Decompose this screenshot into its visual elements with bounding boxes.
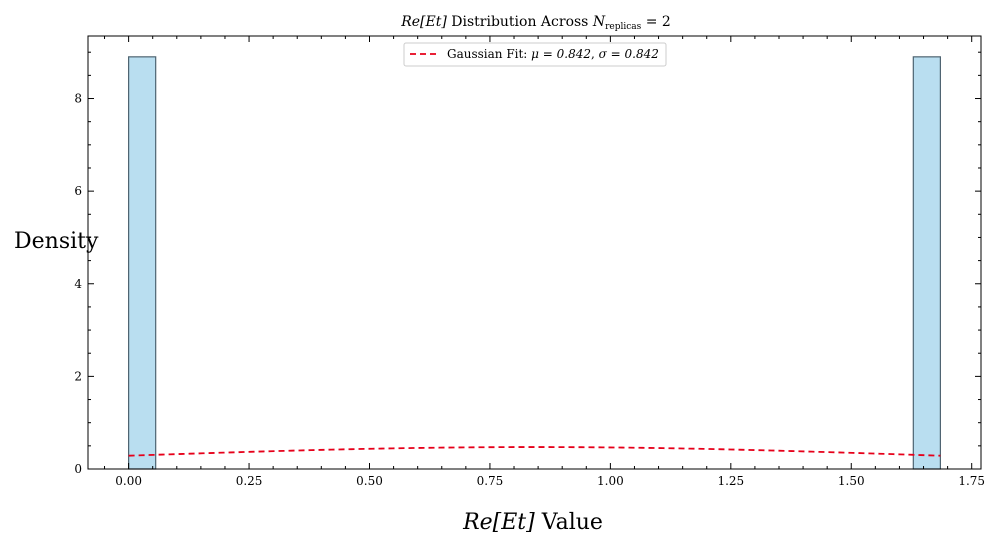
x-axis-label: Re[Et] Value [462, 510, 603, 535]
legend: Gaussian Fit: μ = 0.842, σ = 0.842 [403, 42, 667, 67]
y-tick-label: 2 [74, 369, 82, 383]
y-tick-label: 4 [74, 277, 82, 291]
y-tick-label: 8 [74, 92, 82, 106]
gaussian-fit-group [128, 446, 941, 457]
histogram-bar-2 [912, 56, 941, 470]
legend-box [403, 42, 667, 67]
x-tick-label: 1.00 [597, 474, 624, 488]
gaussian-fit-line [128, 446, 941, 457]
legend-label-gaussian-fit: Gaussian Fit: μ = 0.842, σ = 0.842 [447, 47, 659, 61]
x-tick-label: 1.75 [958, 474, 985, 488]
x-tick-label: 1.50 [838, 474, 865, 488]
axis-ticks: 0.00 0.25 0.50 0.75 1.00 1.25 1.50 1.75 0 2 4 6 8 [74, 36, 985, 488]
x-tick-label: 0.75 [477, 474, 504, 488]
histogram-bars [128, 56, 941, 470]
x-tick-label: 0.00 [115, 474, 142, 488]
x-tick-label: 0.50 [356, 474, 383, 488]
x-tick-label: 1.25 [717, 474, 744, 488]
y-tick-label: 6 [74, 184, 82, 198]
y-tick-label: 0 [74, 462, 82, 476]
x-tick-label: 0.25 [236, 474, 263, 488]
histogram-bar-1 [128, 56, 157, 470]
y-axis-label: Density [14, 229, 99, 254]
chart-title: Re[Et] Distribution Across Nreplicas = 2 [400, 14, 671, 32]
plot-area [87, 35, 982, 470]
